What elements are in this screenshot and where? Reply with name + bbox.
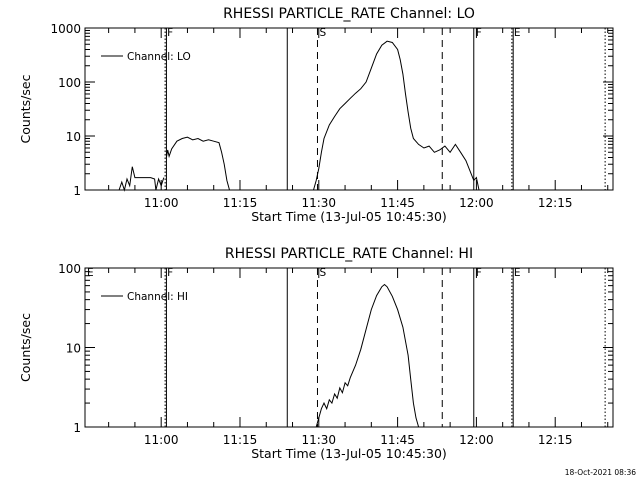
x-tick-label: 11:00: [144, 196, 179, 210]
generation-timestamp: 18-Oct-2021 08:36: [565, 468, 636, 477]
x-tick-label: 12:00: [459, 196, 494, 210]
chart-title: RHESSI PARTICLE_RATE Channel: HI: [225, 246, 473, 262]
x-tick-label: 11:15: [223, 433, 258, 447]
flag-label: E: [87, 267, 94, 279]
x-tick-label: 12:15: [538, 196, 573, 210]
panel-hi: RHESSI PARTICLE_RATE Channel: HI 11:00 11:…: [18, 246, 614, 461]
legend-label: Channel: HI: [127, 291, 188, 303]
x-tick-label: 11:45: [380, 433, 415, 447]
y-tick-label: 1000: [50, 22, 81, 36]
flag-label: F: [167, 267, 173, 279]
y-tick-label: 100: [58, 76, 81, 90]
flag-label: E: [514, 267, 521, 279]
y-axis-label: Counts/sec: [18, 313, 33, 382]
x-tick-label: 11:15: [223, 196, 258, 210]
chart-title: RHESSI PARTICLE_RATE Channel: LO: [223, 6, 475, 22]
x-tick-label: 11:00: [144, 433, 179, 447]
panel-lo: RHESSI PARTICLE_RATE Channel: LO 11:00 11:…: [18, 6, 614, 224]
x-tick-label: 12:15: [538, 433, 573, 447]
series-line: [313, 40, 480, 191]
series-line: [165, 136, 230, 191]
flag-label: F: [167, 27, 173, 39]
y-tick-label: 100: [58, 262, 81, 276]
y-tick-label: 10: [66, 342, 81, 356]
flag-label: F: [476, 27, 482, 39]
x-axis-label: Start Time (13-Jul-05 10:45:30): [251, 209, 447, 224]
legend-label: Channel: LO: [127, 51, 191, 63]
y-tick-label: 1: [73, 421, 81, 435]
flag-label: S: [319, 267, 326, 279]
x-tick-label: 11:30: [301, 433, 336, 447]
x-axis-label: Start Time (13-Jul-05 10:45:30): [251, 446, 447, 461]
x-tick-label: 11:45: [380, 196, 415, 210]
x-tick-label: 12:00: [459, 433, 494, 447]
series-line: [315, 283, 420, 428]
flag-label: S: [319, 27, 326, 39]
flag-label: F: [476, 267, 482, 279]
plot-frame: [84, 27, 614, 191]
flag-label: E: [514, 27, 521, 39]
y-tick-label: 10: [66, 130, 81, 144]
series-line: [118, 166, 165, 192]
x-tick-label: 11:30: [301, 196, 336, 210]
y-axis-label: Counts/sec: [18, 74, 33, 143]
y-tick-label: 1: [73, 184, 81, 198]
